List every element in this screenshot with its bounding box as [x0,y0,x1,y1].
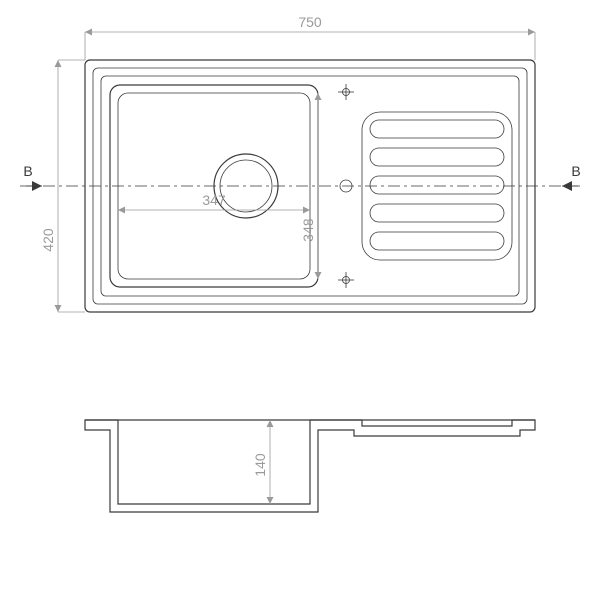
dimension-value: 140 [252,453,268,477]
section-label: B [571,163,580,179]
section-arrow-right: B [562,163,581,191]
dimension-value: 420 [40,228,56,252]
drainboard-slot [370,148,504,166]
dimension-value: 750 [298,14,322,30]
dimension-horizontal: 347 [118,192,310,214]
tap-hole-marker [338,84,354,100]
technical-drawing: B B 750 420 347 348 140 [0,0,600,600]
drainboard-slot [370,232,504,250]
dimension-vertical: 140 [252,420,274,504]
drainboard-slot [370,176,504,194]
tap-hole-marker [338,272,354,288]
dimension-value: 348 [300,218,316,242]
top-view: B B 750 420 347 348 [20,14,581,312]
dimension-value: 347 [202,192,226,208]
section-profile [85,420,535,512]
section-label: B [23,163,32,179]
drainboard-slot [370,120,504,138]
section-view: 140 [85,420,535,512]
section-arrow-left: B [23,163,42,191]
dimension-horizontal: 750 [85,14,535,60]
drainboard-slot [370,204,504,222]
